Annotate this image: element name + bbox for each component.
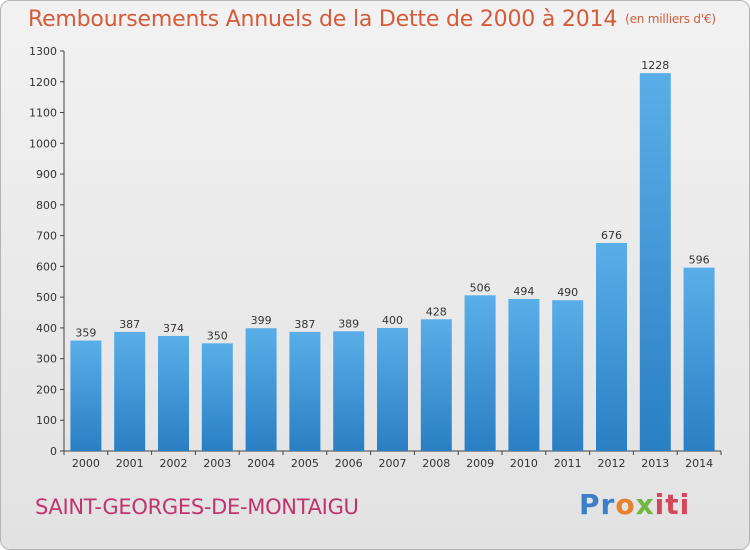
x-tick-label: 2000 bbox=[72, 457, 100, 470]
chart-axes: 0 100 200 300 400 500 600 700 800 900 1000 1100 1200… bbox=[29, 45, 722, 458]
y-tick-label: 500 bbox=[36, 291, 57, 304]
data-label: 350 bbox=[207, 329, 228, 342]
chart-title: Remboursements Annuels de la Dette de 20… bbox=[28, 7, 716, 32]
x-tick-label: 2010 bbox=[510, 457, 538, 470]
data-label: 387 bbox=[119, 318, 140, 331]
data-label: 506 bbox=[470, 281, 491, 294]
proxiti-logo: Proxiti bbox=[579, 488, 690, 521]
bar bbox=[70, 340, 102, 451]
y-tick-label: 1200 bbox=[29, 76, 57, 89]
data-label: 494 bbox=[513, 285, 534, 298]
chart-subtitle: (en milliers d'€) bbox=[625, 12, 716, 26]
x-tick-label: 2002 bbox=[160, 457, 188, 470]
bar bbox=[245, 328, 277, 451]
commune-name: SAINT-GEORGES-DE-MONTAIGU bbox=[35, 495, 359, 519]
bar bbox=[333, 331, 365, 451]
logo-part: iti bbox=[654, 488, 691, 521]
y-tick-label: 600 bbox=[36, 260, 57, 273]
y-tick-label: 1000 bbox=[29, 137, 57, 150]
logo-part: Pr bbox=[579, 488, 616, 521]
logo-part: o bbox=[615, 488, 636, 521]
data-label: 1228 bbox=[641, 59, 669, 72]
data-label: 359 bbox=[75, 327, 96, 340]
x-tick-label: 2011 bbox=[554, 457, 582, 470]
data-label: 490 bbox=[557, 286, 578, 299]
data-label: 374 bbox=[163, 322, 184, 335]
title-text: Remboursements Annuels de la Dette de 20… bbox=[28, 7, 618, 32]
data-label: 428 bbox=[426, 305, 447, 318]
y-tick-label: 700 bbox=[36, 230, 57, 243]
x-tick-label: 2005 bbox=[291, 457, 319, 470]
y-tick-label: 400 bbox=[36, 322, 57, 335]
bar bbox=[683, 267, 715, 451]
x-tick-label: 2014 bbox=[685, 457, 713, 470]
bar bbox=[639, 73, 671, 452]
bar bbox=[289, 331, 321, 451]
y-tick-label: 300 bbox=[36, 353, 57, 366]
bar bbox=[201, 343, 233, 451]
logo-part: x bbox=[635, 488, 655, 521]
data-label: 400 bbox=[382, 314, 403, 327]
bar bbox=[464, 295, 496, 451]
data-label: 389 bbox=[338, 317, 359, 330]
x-tick-label: 2008 bbox=[422, 457, 450, 470]
x-tick-label: 2006 bbox=[335, 457, 363, 470]
y-tick-label: 1300 bbox=[29, 45, 57, 58]
chart-labels: 2000 359 2001 387 2002 374 2003 350 2004 399 2005 3… bbox=[72, 59, 713, 470]
y-tick-label: 100 bbox=[36, 414, 57, 427]
x-tick-label: 2007 bbox=[379, 457, 407, 470]
bar bbox=[158, 335, 189, 451]
y-tick-label: 1100 bbox=[29, 107, 57, 120]
bar bbox=[420, 319, 452, 451]
y-tick-label: 0 bbox=[50, 445, 57, 458]
bar bbox=[552, 300, 584, 451]
data-label: 596 bbox=[689, 254, 710, 267]
y-tick-label: 900 bbox=[36, 168, 57, 181]
bar bbox=[114, 331, 146, 451]
data-label: 387 bbox=[294, 318, 315, 331]
x-tick-label: 2009 bbox=[466, 457, 494, 470]
bar bbox=[377, 327, 408, 451]
bar bbox=[508, 299, 540, 451]
x-tick-label: 2003 bbox=[203, 457, 231, 470]
y-tick-label: 200 bbox=[36, 383, 57, 396]
x-tick-label: 2001 bbox=[116, 457, 144, 470]
x-tick-label: 2004 bbox=[247, 457, 275, 470]
chart-bars bbox=[70, 73, 715, 452]
x-tick-label: 2013 bbox=[641, 457, 669, 470]
bar bbox=[596, 243, 627, 451]
y-tick-label: 800 bbox=[36, 199, 57, 212]
x-tick-label: 2012 bbox=[598, 457, 626, 470]
data-label: 676 bbox=[601, 229, 622, 242]
data-label: 399 bbox=[251, 314, 272, 327]
